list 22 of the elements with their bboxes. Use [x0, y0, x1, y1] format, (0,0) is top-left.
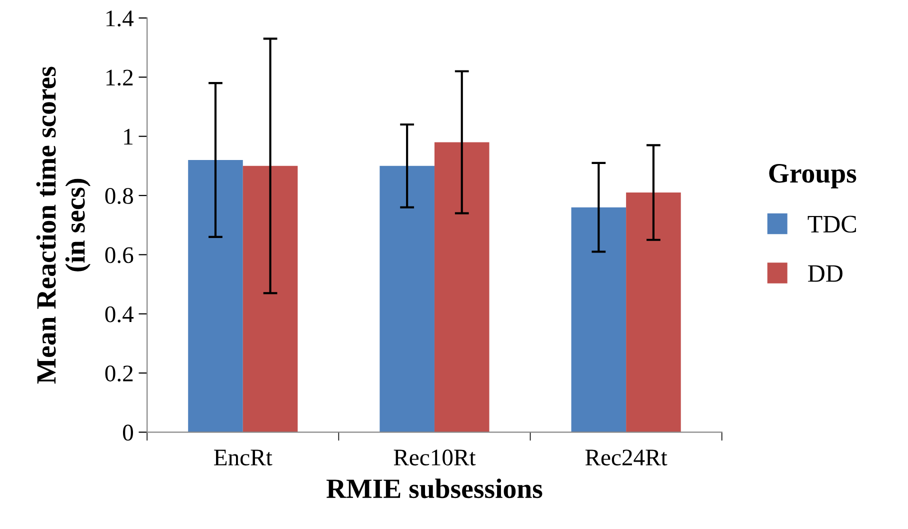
bar [242, 166, 298, 432]
bar [571, 207, 626, 432]
legend-label: DD [808, 265, 842, 282]
bar [434, 142, 490, 432]
y-tick-label: 0 [122, 424, 133, 441]
legend-label: TDC [808, 216, 856, 233]
y-tick-label: 0.6 [105, 247, 134, 264]
y-axis-title: Mean Reaction time scores (in secs) [36, 66, 90, 384]
y-tick-label: 1.2 [106, 70, 133, 86]
y-tick-label: 0.2 [105, 366, 133, 382]
x-tick-label: EncRt [214, 450, 272, 466]
y-tick-label: 1 [124, 128, 132, 145]
bar [626, 192, 681, 432]
x-tick-label: Rec10Rt [394, 450, 476, 466]
bar [188, 160, 243, 432]
y-tick-label: 1.4 [106, 10, 134, 27]
bar [380, 166, 434, 432]
x-axis-title: RMIE subsessions [326, 478, 542, 498]
y-tick-label: 0.4 [105, 306, 134, 322]
y-tick-label: 0.8 [105, 188, 133, 204]
legend-title: Groups [769, 164, 856, 188]
x-tick-label: Rec24Rt [585, 450, 668, 466]
